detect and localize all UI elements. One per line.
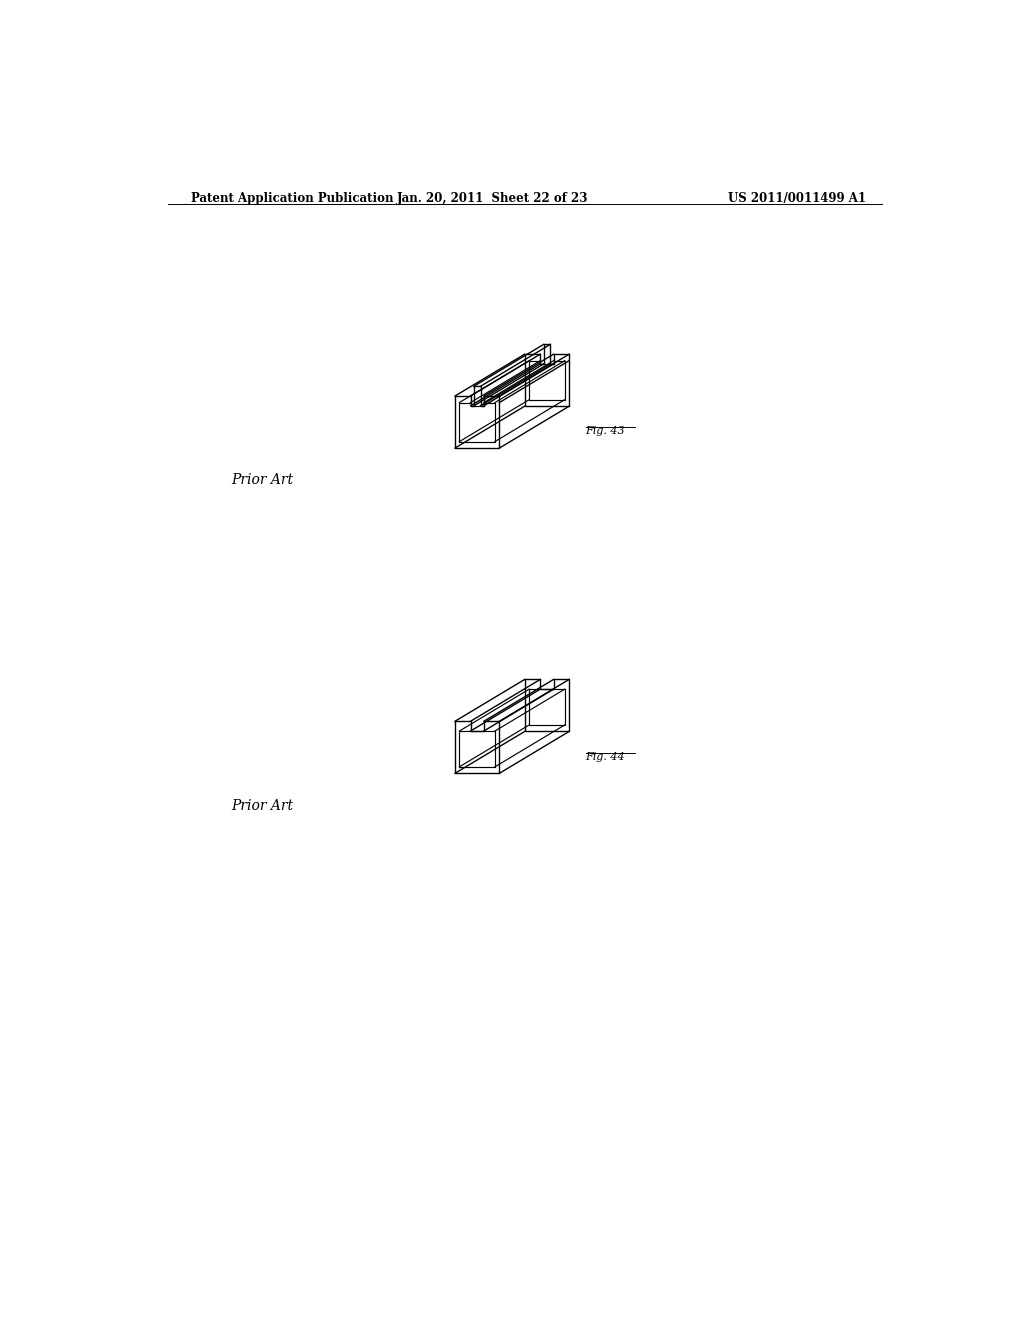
Text: Prior Art: Prior Art: [231, 799, 293, 813]
Text: Fig. 44: Fig. 44: [586, 751, 626, 762]
Text: Jan. 20, 2011  Sheet 22 of 23: Jan. 20, 2011 Sheet 22 of 23: [397, 193, 589, 206]
Text: Prior Art: Prior Art: [231, 474, 293, 487]
Text: US 2011/0011499 A1: US 2011/0011499 A1: [728, 193, 866, 206]
Text: Patent Application Publication: Patent Application Publication: [191, 193, 394, 206]
Text: Fig. 43: Fig. 43: [586, 426, 626, 437]
